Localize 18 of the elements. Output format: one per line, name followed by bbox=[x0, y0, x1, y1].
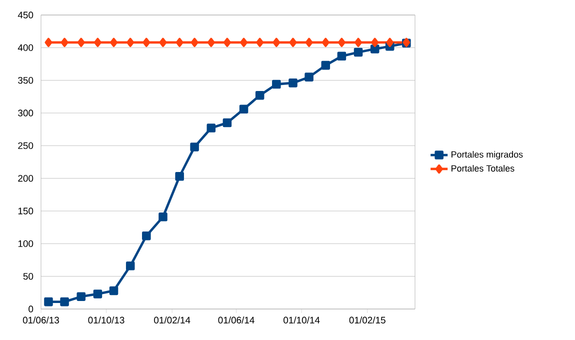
y-tick-label: 350 bbox=[18, 76, 34, 84]
x-tick-label: 01/10/13 bbox=[88, 316, 124, 324]
y-tick-label: 400 bbox=[18, 44, 34, 52]
x-tick-label: 01/02/14 bbox=[154, 316, 190, 324]
y-tick-label: 150 bbox=[18, 208, 34, 214]
y-tick-label: 50 bbox=[23, 272, 34, 280]
y-tick-label: 300 bbox=[18, 110, 34, 116]
y-tick-label: 200 bbox=[18, 174, 34, 182]
y-tick-label: 450 bbox=[18, 12, 34, 18]
legend-label: Portales Totales bbox=[452, 164, 514, 172]
x-tick-label: 01/02/15 bbox=[349, 316, 386, 324]
y-tick-label: 0 bbox=[28, 306, 34, 312]
x-tick-label: 01/06/13 bbox=[22, 316, 59, 324]
y-tick-label: 250 bbox=[18, 142, 34, 150]
y-tick-label: 100 bbox=[18, 240, 34, 248]
x-tick-label: 01/10/14 bbox=[284, 316, 320, 324]
x-tick-label: 01/06/14 bbox=[218, 316, 254, 324]
legend-label: Portales migrados bbox=[452, 151, 523, 160]
